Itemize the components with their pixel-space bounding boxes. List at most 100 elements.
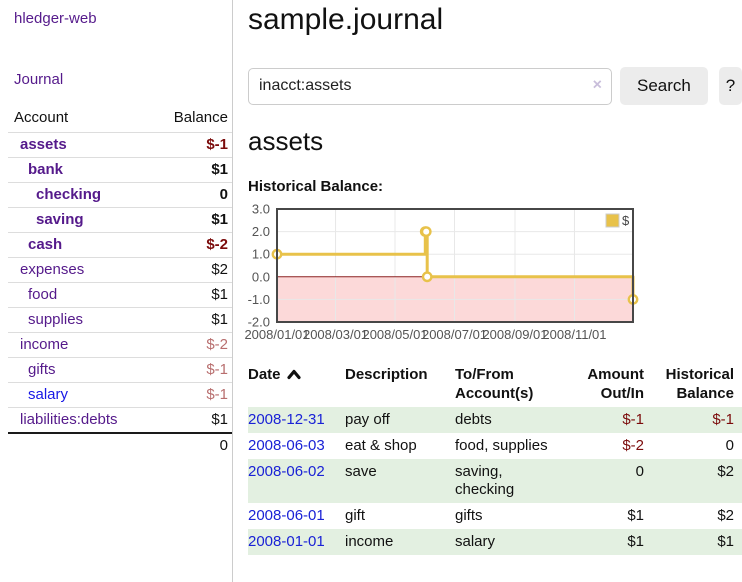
register-column-header[interactable]: Amount Out/In: [587, 366, 644, 402]
account-name-cell: food: [8, 282, 152, 308]
account-balance: $-1: [151, 132, 232, 158]
account-row: liabilities:debts $1: [8, 407, 232, 433]
account-link[interactable]: cash: [28, 236, 63, 253]
legend-label: $: [622, 213, 630, 228]
account-row: assets $-1: [8, 132, 232, 158]
account-row: bank $1: [8, 157, 232, 183]
register-column-header[interactable]: Date: [248, 363, 345, 407]
y-axis-tick-label: 1.0: [252, 247, 270, 262]
register-balance-cell: $1: [717, 533, 734, 550]
account-balance: $-1: [151, 357, 232, 383]
register-date-link[interactable]: 2008-06-01: [248, 507, 325, 524]
y-axis-tick-label: -2.0: [248, 315, 270, 330]
account-balance: $1: [151, 282, 232, 308]
accounts-table: Account Balance assets $-1 bank $1 checking 0…: [8, 106, 232, 458]
register-column-header[interactable]: To/From Account(s): [455, 366, 534, 402]
account-link[interactable]: salary: [28, 386, 69, 403]
register-table: Date Description To/From Account(s) Amount …: [248, 363, 742, 555]
register-row: 2008-06-03 eat & shop food, supplies $-2 0: [248, 433, 742, 459]
register-row: 2008-12-31 pay off debts $-1 $-1: [248, 407, 742, 433]
account-row: income $-2: [8, 332, 232, 358]
register-date-cell: 2008-12-31: [248, 407, 345, 433]
accounts-header-balance: Balance: [173, 109, 228, 126]
x-axis-tick-label: 2008/05/01: [362, 327, 427, 341]
register-row: 2008-01-01 income salary $1 $1: [248, 529, 742, 555]
legend-swatch: [605, 213, 620, 228]
x-axis-tick-label: 2008/07/01: [422, 327, 487, 341]
brand-link[interactable]: hledger-web: [14, 10, 97, 27]
help-button[interactable]: ?: [718, 67, 742, 105]
chart-data-point: [421, 271, 433, 283]
register-balance-cell: 0: [725, 437, 734, 454]
sort-asc-icon: [286, 369, 301, 380]
register-accounts-cell: gifts: [455, 507, 483, 524]
accounts-header-row: Account Balance: [8, 106, 232, 133]
account-row: saving $1: [8, 207, 232, 233]
register-amount-cell: $-2: [622, 437, 644, 454]
x-axis-tick-label: 2008/11/01: [542, 327, 606, 341]
accounts-total-spacer: [8, 432, 152, 458]
account-link[interactable]: saving: [36, 211, 84, 228]
account-link[interactable]: food: [28, 286, 58, 303]
register-amount-cell: $1: [627, 533, 644, 550]
account-link[interactable]: supplies: [28, 311, 84, 328]
account-balance: $2: [151, 257, 232, 283]
register-amount-cell: $1: [627, 507, 644, 524]
register-date-cell: 2008-06-03: [248, 433, 345, 459]
account-row: gifts $-1: [8, 357, 232, 383]
x-axis-tick-label: 2008/01/01: [244, 327, 309, 341]
account-link[interactable]: assets: [20, 136, 67, 153]
account-name-cell: gifts: [8, 357, 152, 383]
account-balance: $-2: [151, 232, 232, 258]
account-link[interactable]: liabilities:debts: [20, 411, 118, 428]
y-axis-tick-label: 0.0: [252, 269, 270, 284]
register-date-link[interactable]: 2008-06-03: [248, 437, 325, 454]
search-input[interactable]: [248, 67, 612, 105]
clear-search-icon[interactable]: ×: [592, 76, 602, 94]
y-axis-tick-label: 2.0: [252, 224, 270, 239]
chart-data-point: [420, 226, 432, 238]
account-name-cell: bank: [8, 157, 152, 183]
register-description-cell: eat & shop: [345, 437, 417, 454]
register-date-link[interactable]: 2008-01-01: [248, 533, 325, 550]
account-title: assets: [248, 126, 324, 156]
register-balance-cell: $2: [717, 507, 734, 524]
account-balance: 0: [151, 182, 232, 208]
register-date-cell: 2008-06-01: [248, 503, 345, 529]
account-balance: $-1: [151, 382, 232, 408]
register-amount-cell: 0: [635, 463, 644, 480]
register-date-link[interactable]: 2008-06-02: [248, 463, 325, 480]
register-column-header[interactable]: Description: [345, 366, 428, 383]
search-form: × Search ?: [248, 67, 742, 105]
main-content: sample.journal × Search ? assets Histori…: [234, 0, 742, 582]
register-date-link[interactable]: 2008-12-31: [248, 411, 325, 428]
account-name-cell: salary: [8, 382, 152, 408]
account-link[interactable]: checking: [36, 186, 102, 203]
accounts-total-balance: 0: [151, 432, 232, 458]
account-name-cell: cash: [8, 232, 152, 258]
account-row: supplies $1: [8, 307, 232, 333]
nav-journal-link[interactable]: Journal: [14, 71, 64, 88]
accounts-header-account: Account: [14, 109, 69, 126]
register-accounts-cell: salary: [455, 533, 496, 550]
register-row: 2008-06-01 gift gifts $1 $2: [248, 503, 742, 529]
account-balance: $1: [151, 157, 232, 183]
account-name-cell: liabilities:debts: [8, 407, 152, 433]
chart-title: Historical Balance:: [248, 178, 384, 195]
register-description-cell: gift: [345, 507, 366, 524]
y-axis-tick-label: -1.0: [248, 292, 270, 307]
search-button[interactable]: Search: [620, 67, 708, 105]
account-link[interactable]: expenses: [20, 261, 85, 278]
account-row: expenses $2: [8, 257, 232, 283]
account-link[interactable]: bank: [28, 161, 64, 178]
register-date-cell: 2008-06-02: [248, 459, 345, 503]
y-axis-tick-label: 3.0: [252, 202, 270, 217]
sidebar: hledger-web Journal Account Balance asse…: [0, 0, 233, 582]
account-link[interactable]: gifts: [28, 361, 56, 378]
register-column-header[interactable]: Historical Balance: [665, 366, 734, 402]
accounts-total-row: 0: [8, 432, 232, 458]
account-link[interactable]: income: [20, 336, 69, 353]
account-balance: $1: [151, 207, 232, 233]
account-name-cell: saving: [8, 207, 152, 233]
account-row: checking 0: [8, 182, 232, 208]
